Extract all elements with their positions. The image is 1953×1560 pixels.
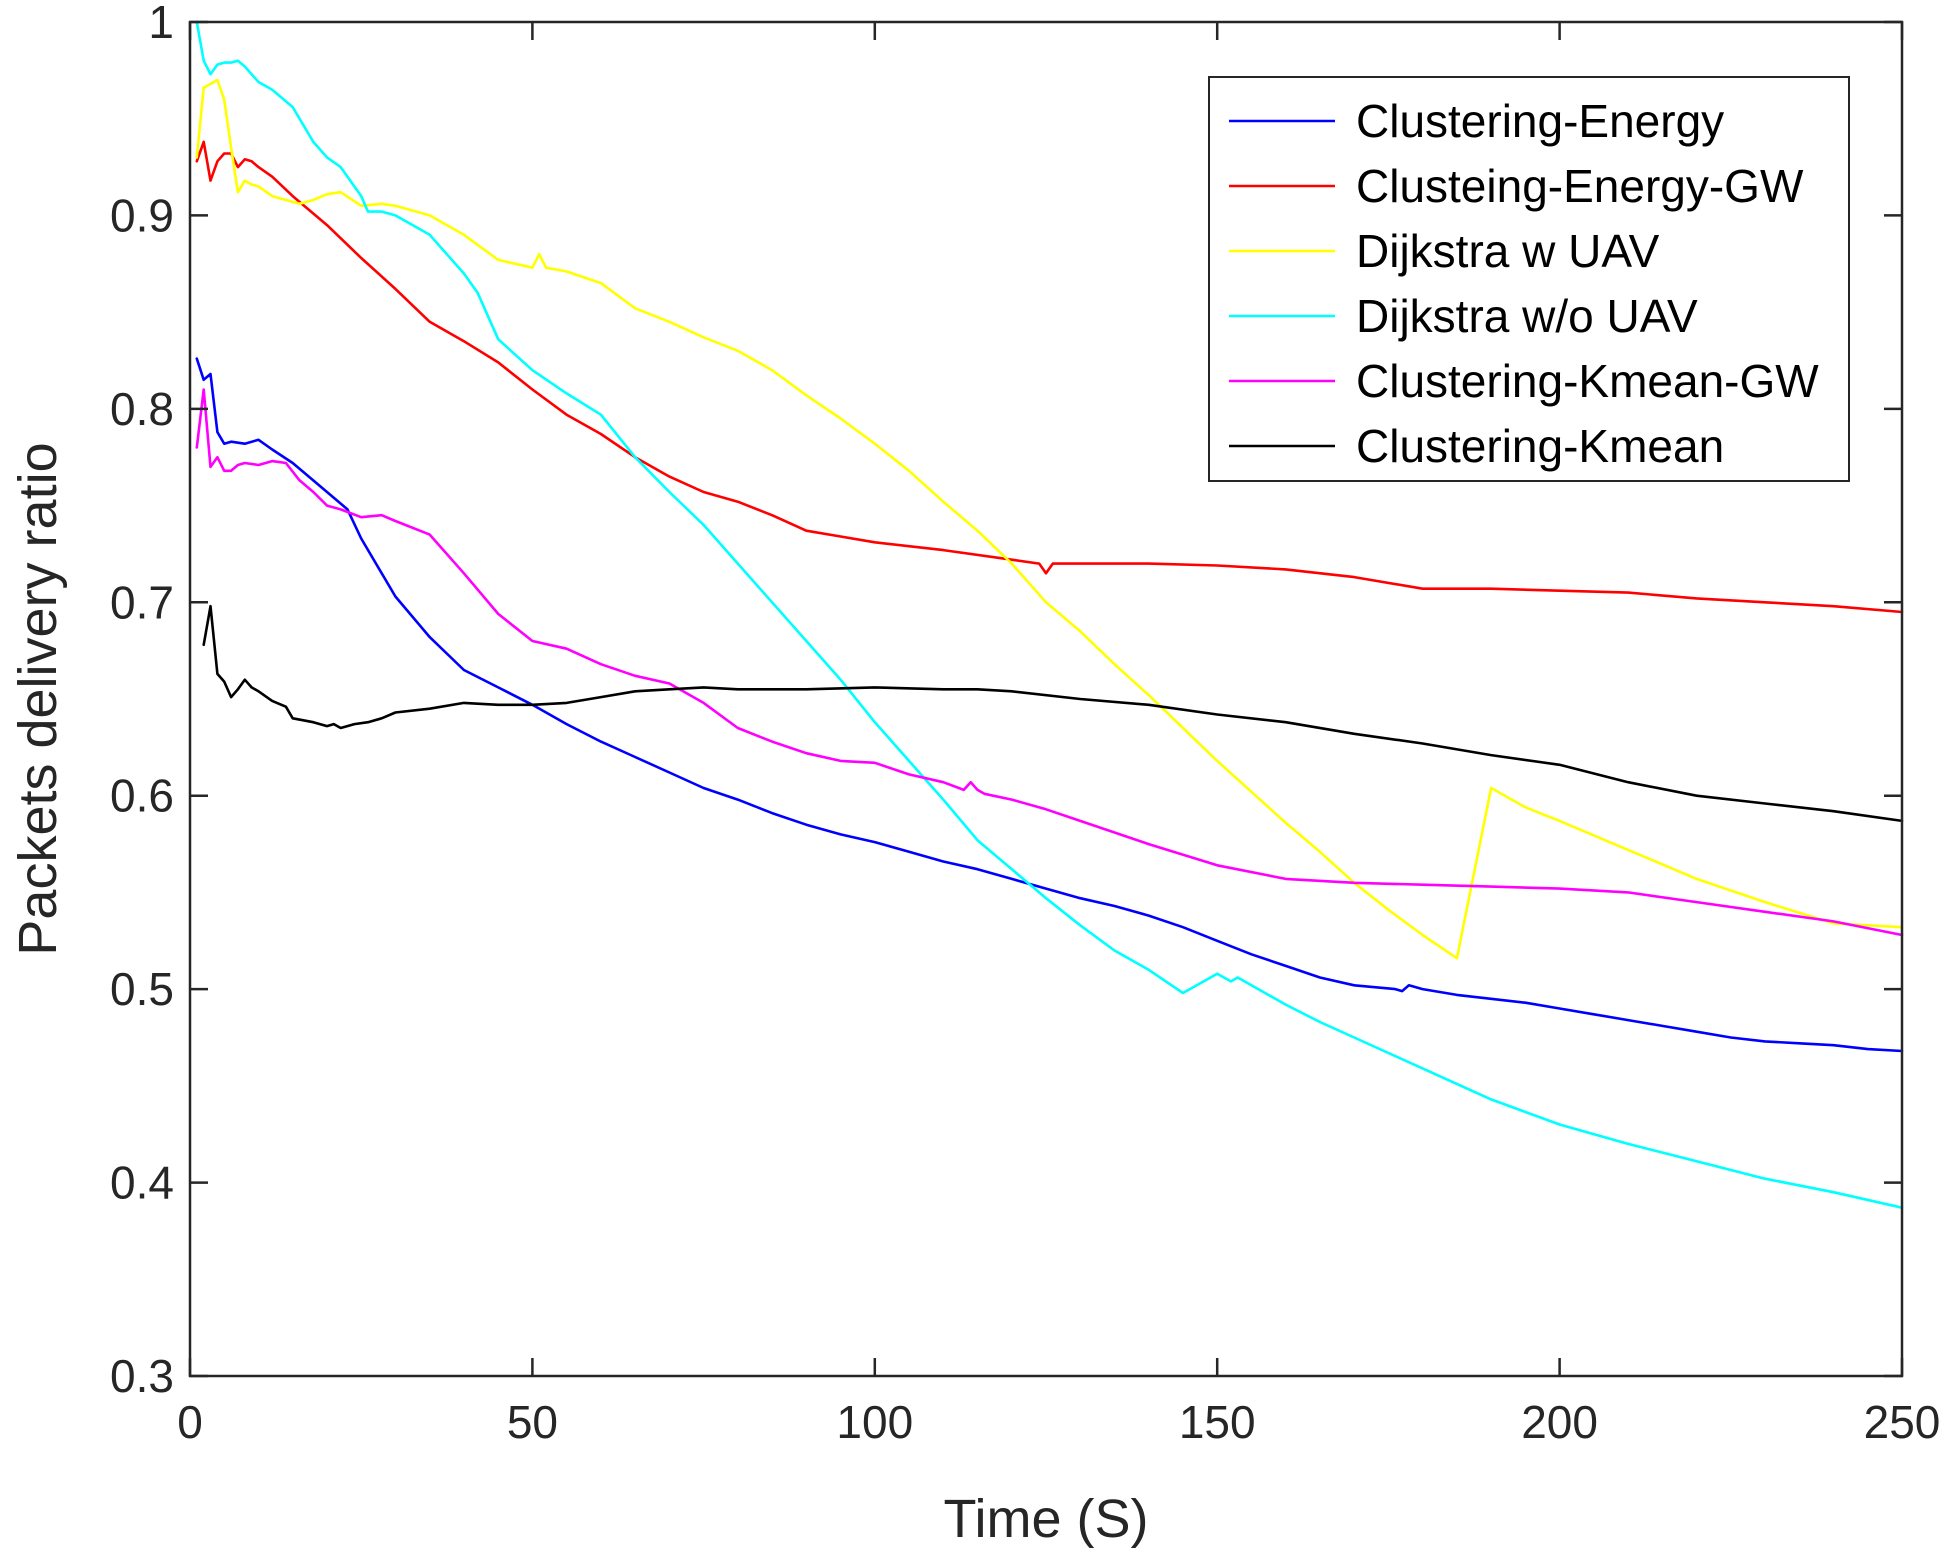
axes-box — [188, 20, 1904, 1378]
x-tick-label: 250 — [1864, 1396, 1941, 1448]
x-tick-label: 150 — [1179, 1396, 1256, 1448]
y-tick-label: 1 — [148, 0, 174, 48]
series-line-3 — [195, 20, 1904, 1209]
x-tick-label: 200 — [1521, 1396, 1598, 1448]
x-axis-label: Time (S) — [944, 1489, 1149, 1549]
legend: Clustering-Energy Clusteing-Energy-GW Dijk… — [1208, 76, 1850, 482]
series-line-4 — [195, 388, 1904, 937]
y-tick-label: 0.8 — [110, 383, 174, 435]
series-line-1 — [195, 140, 1904, 614]
legend-label-5: Clustering-Kmean — [1356, 420, 1724, 472]
legend-label-4: Clustering-Kmean-GW — [1356, 355, 1819, 407]
y-tick-label: 0.6 — [110, 770, 174, 822]
series-line-5 — [202, 604, 1904, 823]
y-tick-label: 0.7 — [110, 576, 174, 628]
y-tick-label: 0.4 — [110, 1157, 174, 1209]
series-line-2 — [195, 78, 1904, 960]
x-tick-label: 50 — [507, 1396, 558, 1448]
legend-label-2: Dijkstra w UAV — [1356, 225, 1660, 277]
legend-label-3: Dijkstra w/o UAV — [1356, 290, 1698, 342]
y-tick-label: 0.5 — [110, 963, 174, 1015]
y-axis-ticks: 0.3 0.4 0.5 0.6 0.7 0.8 0.9 1 — [110, 0, 1902, 1402]
y-tick-label: 0.9 — [110, 189, 174, 241]
legend-box — [1208, 76, 1850, 482]
x-tick-label: 100 — [836, 1396, 913, 1448]
legend-label-0: Clustering-Energy — [1356, 95, 1724, 147]
x-axis-ticks: 0 50 100 150 200 250 — [177, 22, 1940, 1448]
y-axis-label: Packets delivery ratio — [8, 442, 68, 955]
x-tick-label: 0 — [177, 1396, 203, 1448]
y-tick-label: 0.3 — [110, 1350, 174, 1402]
legend-label-1: Clusteing-Energy-GW — [1356, 160, 1804, 212]
series-layer — [195, 20, 1904, 1209]
series-line-0 — [195, 357, 1904, 1053]
